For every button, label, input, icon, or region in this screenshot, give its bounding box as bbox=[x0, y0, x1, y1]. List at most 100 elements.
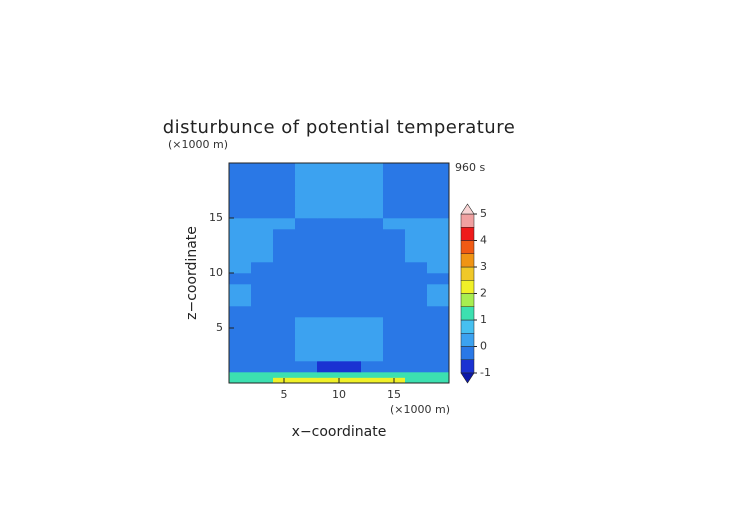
field-cell bbox=[405, 306, 428, 318]
field-cell bbox=[427, 284, 450, 296]
field-cell bbox=[229, 218, 252, 230]
field-cell bbox=[273, 207, 296, 219]
field-cell bbox=[295, 163, 318, 175]
field-cell bbox=[383, 251, 406, 263]
field-cell bbox=[251, 306, 274, 318]
field-cell bbox=[295, 306, 318, 318]
colorbar-tick-label: 2 bbox=[480, 287, 487, 300]
field-cell bbox=[383, 328, 406, 340]
field-cell bbox=[361, 339, 384, 351]
field-cell bbox=[405, 207, 428, 219]
field-cell bbox=[251, 262, 274, 274]
colorbar-tick-label: 5 bbox=[480, 207, 487, 220]
field-cell bbox=[383, 240, 406, 252]
x-axis-label: x−coordinate bbox=[292, 424, 387, 440]
field-cell bbox=[405, 262, 428, 274]
field-cell bbox=[317, 207, 340, 219]
field-cell bbox=[383, 350, 406, 362]
colorbar-segment bbox=[460, 240, 475, 254]
field-cell bbox=[273, 185, 296, 197]
field-cell bbox=[427, 372, 450, 378]
field-cell bbox=[339, 295, 362, 307]
field-cell bbox=[229, 273, 252, 285]
field-cell bbox=[383, 339, 406, 351]
field-cell bbox=[251, 163, 274, 175]
field-cell bbox=[229, 196, 252, 208]
field-cell bbox=[229, 174, 252, 186]
field-cell bbox=[295, 229, 318, 241]
field-cell bbox=[361, 262, 384, 274]
field-cell bbox=[251, 317, 274, 329]
field-cell bbox=[317, 163, 340, 175]
field-cell bbox=[405, 350, 428, 362]
field-cell bbox=[405, 218, 428, 230]
field-cell bbox=[339, 328, 362, 340]
field-cell bbox=[317, 339, 340, 351]
field-cell bbox=[405, 372, 428, 378]
field-cell bbox=[251, 284, 274, 296]
field-cell bbox=[361, 240, 384, 252]
field-cell bbox=[427, 273, 450, 285]
field-cell bbox=[405, 339, 428, 351]
y-tick-label: 15 bbox=[209, 211, 223, 224]
colorbar-segment bbox=[460, 306, 475, 321]
x-tick-label: 15 bbox=[387, 388, 401, 401]
field-cell bbox=[273, 273, 296, 285]
y-axis-label: z−coordinate bbox=[184, 226, 200, 320]
field-cell bbox=[251, 207, 274, 219]
field-cell bbox=[361, 317, 384, 329]
field-cell bbox=[361, 163, 384, 175]
field-cell bbox=[361, 328, 384, 340]
field-cell bbox=[295, 207, 318, 219]
field-cell bbox=[251, 174, 274, 186]
field-cell bbox=[317, 372, 340, 378]
field-cell bbox=[339, 361, 362, 373]
colorbar-segment bbox=[460, 346, 475, 360]
field-cell bbox=[295, 262, 318, 274]
colorbar-tick-label: 1 bbox=[480, 313, 487, 326]
field-cell bbox=[251, 295, 274, 307]
field-cell bbox=[251, 361, 274, 373]
field-cell bbox=[251, 229, 274, 241]
field-cell bbox=[361, 229, 384, 241]
field-cell bbox=[383, 317, 406, 329]
field-cell bbox=[427, 163, 450, 175]
field-cell bbox=[273, 295, 296, 307]
field-cell bbox=[229, 372, 252, 378]
field-cell bbox=[405, 284, 428, 296]
field-cell bbox=[339, 174, 362, 186]
field-cell bbox=[295, 328, 318, 340]
field-cell bbox=[339, 317, 362, 329]
field-cell bbox=[295, 240, 318, 252]
field-cell bbox=[273, 372, 296, 378]
field-cell bbox=[295, 251, 318, 263]
field-cell bbox=[317, 328, 340, 340]
field-cell bbox=[405, 196, 428, 208]
field-cell bbox=[405, 377, 428, 384]
field-cell bbox=[383, 174, 406, 186]
field-cell bbox=[383, 207, 406, 219]
colorbar-segment bbox=[460, 359, 475, 374]
field-cell bbox=[295, 377, 318, 384]
field-cell bbox=[317, 240, 340, 252]
colorbar-under bbox=[460, 372, 475, 384]
field-cell bbox=[361, 377, 384, 384]
field-cell bbox=[339, 377, 362, 384]
field-cell bbox=[295, 185, 318, 197]
y-tick-label: 10 bbox=[209, 266, 223, 279]
field-cell bbox=[251, 372, 274, 378]
field-cell bbox=[405, 163, 428, 175]
field-cell bbox=[427, 185, 450, 197]
field-cell bbox=[405, 295, 428, 307]
field-cell bbox=[427, 317, 450, 329]
colorbar-segment bbox=[460, 266, 475, 281]
field-cell bbox=[405, 317, 428, 329]
field-cell bbox=[229, 262, 252, 274]
field-cell bbox=[273, 229, 296, 241]
field-cell bbox=[427, 229, 450, 241]
colorbar-segment bbox=[460, 253, 475, 268]
field-cell bbox=[339, 306, 362, 318]
field-cell bbox=[361, 372, 384, 378]
field-cell bbox=[427, 328, 450, 340]
field-cell bbox=[339, 284, 362, 296]
